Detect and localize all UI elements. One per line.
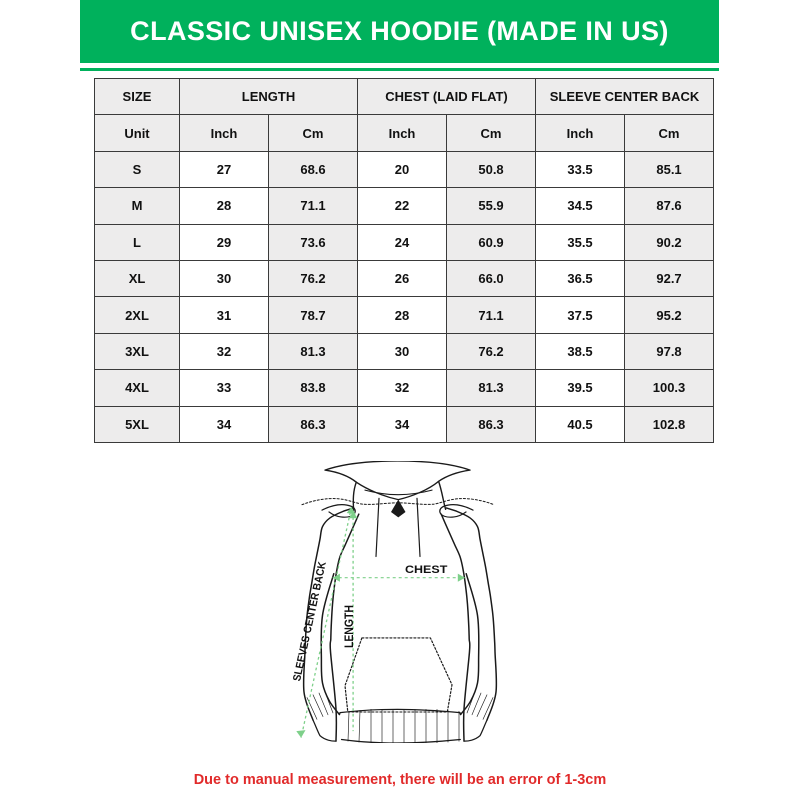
svg-text:SLEEVES CENTER BACK: SLEEVES CENTER BACK	[291, 560, 329, 682]
svg-text:CHEST: CHEST	[405, 562, 448, 575]
svg-text:LENGTH: LENGTH	[344, 605, 357, 648]
